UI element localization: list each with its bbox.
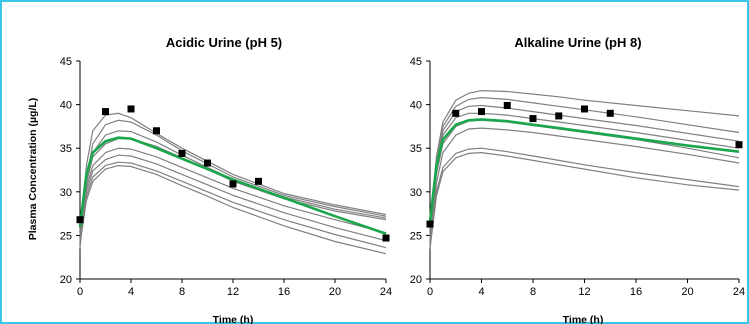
observed-point [426,220,434,228]
y-tick-label: 35 [60,143,72,155]
mean-profile-line [78,136,387,235]
y-axis-label: Plasma Concentration (µg/L) [27,98,39,241]
x-tick-label: 16 [278,286,290,298]
observed-point [178,149,186,157]
chart-title: Acidic Urine (pH 5) [166,35,282,50]
simulated-profile-line [429,147,740,245]
y-tick-label: 40 [410,100,422,112]
chart-acidic-urine: Acidic Urine (pH 5) Plasma Concentration… [27,35,392,324]
simulated-profile-line [429,127,740,249]
x-tick-label: 20 [329,286,341,298]
observed-point [555,112,563,120]
x-tick-label: 24 [733,286,745,298]
y-tick-label: 25 [410,230,422,242]
x-tick-label: 4 [478,286,484,298]
observed-point [735,141,743,149]
y-tick-label: 40 [60,100,72,112]
simulated-profile-line [79,119,387,249]
observed-point [382,234,390,242]
simulated-profile-line [429,89,740,236]
y-tick-label: 45 [60,56,72,68]
simulated-profile-line [429,104,740,245]
chart-alkaline-urine: Alkaline Urine (pH 8) Time (h) 20 25 30 35 4… [410,35,745,324]
observed-point [452,109,460,117]
mean-profile-line [428,118,740,223]
observed-point [229,180,237,188]
observed-point [606,109,614,117]
observed-point [153,127,160,135]
y-tick-label: 30 [60,187,72,199]
observed-point [102,108,109,116]
observed-point [255,177,262,185]
y-tick-label: 45 [410,56,422,68]
x-tick-label: 0 [427,286,433,298]
simulated-profile-line [79,164,387,255]
y-tick-label: 35 [410,143,422,155]
x-tick-label: 12 [578,286,590,298]
observed-point [581,105,588,113]
observed-point [204,159,211,167]
x-tick-label: 0 [77,286,83,298]
simulated-profile-line [429,151,740,249]
x-axis-label: Time (h) [213,314,254,324]
observed-point [76,216,84,224]
simulated-profile-line [429,112,740,232]
observed-point [529,115,537,123]
y-tick-label: 30 [410,187,422,199]
simulated-profile-line [79,161,387,249]
x-tick-label: 4 [128,286,134,298]
simulated-profile-line [79,154,387,242]
y-tick-label: 25 [60,230,72,242]
observed-point [127,105,135,113]
observed-point [478,108,485,116]
chart-title: Alkaline Urine (pH 8) [514,35,641,50]
y-tick-label: 20 [60,274,72,286]
x-tick-label: 12 [227,286,239,298]
x-tick-label: 24 [380,286,392,298]
x-axis-label: Time (h) [563,314,604,324]
y-tick-label: 20 [410,274,422,286]
x-tick-label: 16 [630,286,642,298]
x-tick-label: 8 [179,286,185,298]
simulated-profile-line [429,96,740,240]
x-tick-label: 8 [530,286,536,298]
x-tick-label: 20 [681,286,693,298]
simulated-profile-line [79,147,387,234]
observed-point [503,101,511,109]
